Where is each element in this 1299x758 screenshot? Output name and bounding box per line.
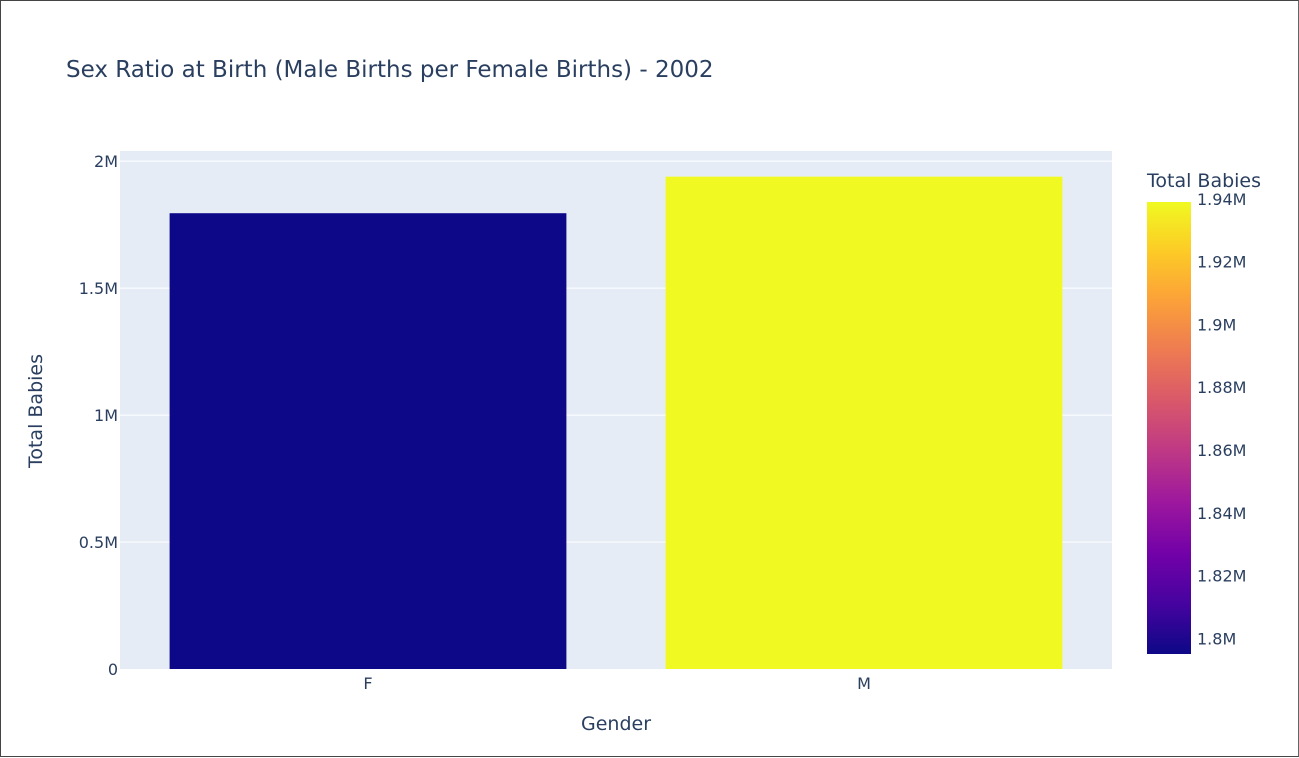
bars	[169, 176, 1063, 670]
x-axis-label: Gender	[581, 713, 651, 735]
colorbar-tick-label: 1.94M	[1197, 190, 1246, 209]
y-tick-label: 1.5M	[79, 279, 118, 298]
colorbar-tick-label: 1.92M	[1197, 253, 1246, 272]
y-tick-label: 0.5M	[79, 533, 118, 552]
chart-title: Sex Ratio at Birth (Male Births per Fema…	[66, 57, 713, 83]
colorbar-tick-label: 1.84M	[1197, 504, 1246, 523]
y-axis-label: Total Babies	[25, 354, 47, 469]
y-tick-label: 2M	[94, 152, 118, 171]
colorbar-tick-label: 1.86M	[1197, 441, 1246, 460]
colorbar-ticks: 1.8M 1.82M 1.84M 1.86M 1.88M 1.9M 1.92M 1.94M	[1197, 190, 1246, 648]
y-tick-label: 1M	[94, 406, 118, 425]
colorbar-tick-label: 1.82M	[1197, 567, 1246, 586]
colorbar-tick-label: 1.9M	[1197, 315, 1236, 334]
colorbar-tick-label: 1.8M	[1197, 629, 1236, 648]
colorbar-title: Total Babies	[1146, 170, 1261, 192]
y-axis-ticks: 0 0.5M 1M 1.5M 2M	[79, 152, 118, 679]
x-tick-label: M	[857, 674, 871, 693]
bar-M	[665, 176, 1063, 670]
colorbar	[1147, 202, 1191, 654]
x-tick-label: F	[363, 674, 372, 693]
y-tick-label: 0	[108, 660, 118, 679]
bar-F	[169, 213, 567, 669]
colorbar-tick-label: 1.88M	[1197, 378, 1246, 397]
